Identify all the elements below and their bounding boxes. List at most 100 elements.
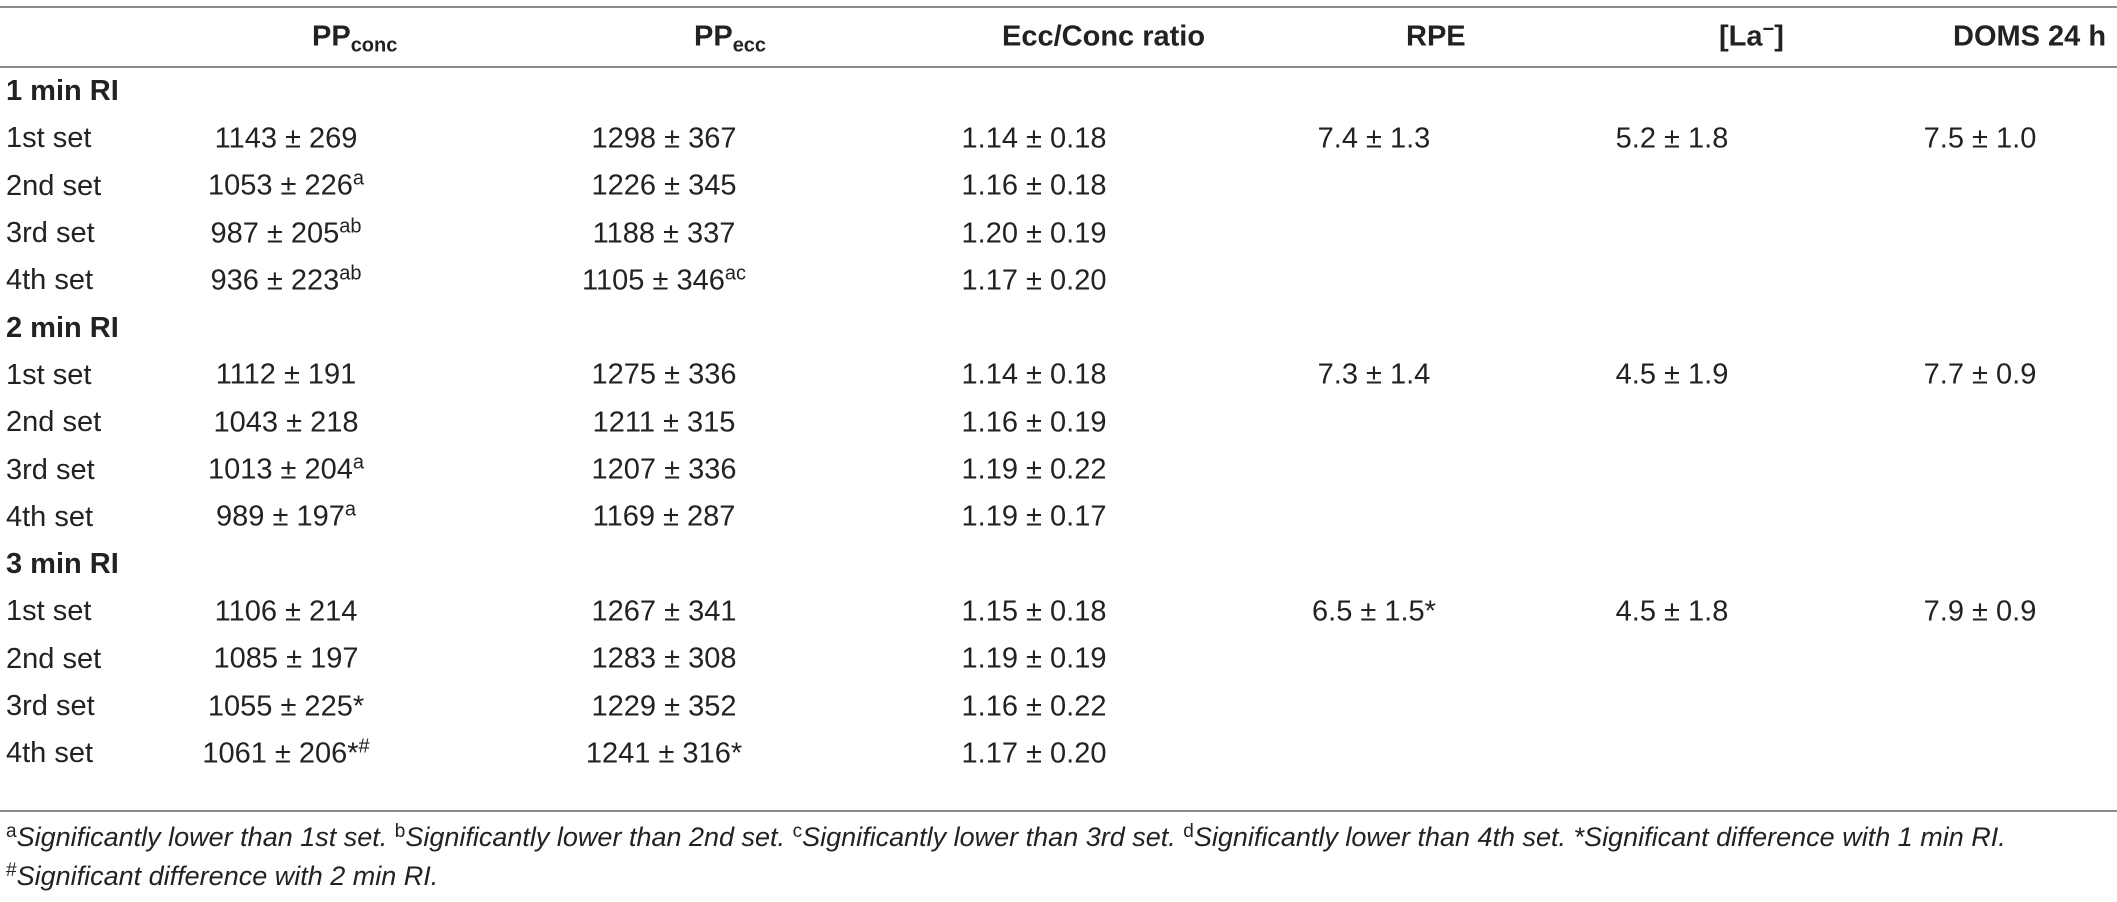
cell-lactate xyxy=(1623,683,1946,730)
set-label: 3rd set xyxy=(6,217,95,250)
cell-pp-conc: 1112 ± 191 xyxy=(215,358,357,391)
cell-pp-conc: 989 ± 197a xyxy=(216,498,356,533)
cell-rpe: 6.5 ± 1.5* xyxy=(1312,595,1436,628)
cell-rpe xyxy=(1301,446,1623,493)
cell-lactate: 5.2 ± 1.8 xyxy=(1615,122,1729,155)
cell-rpe: 7.3 ± 1.4 xyxy=(1317,358,1431,391)
cell-pp-conc: 1061 ± 206*# xyxy=(202,735,370,770)
cell-doms xyxy=(1946,399,2117,446)
cell-pp-ecc: 1226 ± 345 xyxy=(591,169,737,202)
cell-pp-conc: 1085 ± 197 xyxy=(213,642,359,675)
set-label: 2nd set xyxy=(6,169,102,202)
cell-rpe xyxy=(1301,636,1623,683)
table-row: 1st set 1143 ± 269 1298 ± 367 1.14 ± 0.18 7.… xyxy=(0,115,2117,162)
cell-rpe: 7.4 ± 1.3 xyxy=(1317,122,1431,155)
cell-doms: 7.5 ± 1.0 xyxy=(1923,122,2037,155)
footnote-line-1: aSignificantly lower than 1st set. bSign… xyxy=(6,821,2006,852)
table-row: 4th set 936 ± 223ab 1105 ± 346ac 1.17 ± 0.2… xyxy=(0,257,2117,304)
cell-pp-conc: 1053 ± 226a xyxy=(207,167,365,202)
group-header-row: 1 min RI xyxy=(0,68,2117,115)
data-table: 1 min RI 1st set 1143 ± 269 1298 ± 367 1.14 … xyxy=(0,68,2117,777)
cell-pp-ecc: 1267 ± 341 xyxy=(591,595,737,628)
cell-doms xyxy=(1946,163,2117,210)
cell-ratio: 1.16 ± 0.19 xyxy=(961,406,1107,439)
cell-rpe xyxy=(1301,730,1623,777)
cell-doms xyxy=(1946,210,2117,257)
table-row: 4th set 989 ± 197a 1169 ± 287 1.19 ± 0.17 xyxy=(0,494,2117,541)
header-ratio: Ecc/Conc ratio xyxy=(1002,20,1206,52)
group-label: 1 min RI xyxy=(6,75,119,108)
cell-doms xyxy=(1946,636,2117,683)
footnote-line-2: #Significant difference with 2 min RI. xyxy=(6,860,439,891)
cell-rpe xyxy=(1301,163,1623,210)
table-header: PPconc PPecc Ecc/Conc ratio RPE [La−] DO… xyxy=(0,8,2117,65)
cell-pp-conc: 1013 ± 204a xyxy=(207,451,365,486)
cell-pp-ecc: 1298 ± 367 xyxy=(591,122,737,155)
cell-ratio: 1.17 ± 0.20 xyxy=(961,737,1107,770)
cell-lactate xyxy=(1623,399,1946,446)
set-label: 1st set xyxy=(6,358,92,391)
cell-ratio: 1.19 ± 0.17 xyxy=(961,500,1107,533)
group-label: 3 min RI xyxy=(6,548,119,581)
cell-doms xyxy=(1946,494,2117,541)
set-label: 1st set xyxy=(6,122,92,155)
cell-ratio: 1.19 ± 0.19 xyxy=(961,642,1107,675)
cell-pp-conc: 987 ± 205ab xyxy=(210,215,362,250)
cell-rpe xyxy=(1301,210,1623,257)
cell-ratio: 1.17 ± 0.20 xyxy=(961,264,1107,297)
header-pp-ecc: PPecc xyxy=(694,20,767,56)
set-label: 4th set xyxy=(6,264,94,297)
cell-ratio: 1.20 ± 0.19 xyxy=(961,217,1107,250)
table-row: 3rd set 1013 ± 204a 1207 ± 336 1.19 ± 0.22 xyxy=(0,446,2117,493)
cell-pp-ecc: 1211 ± 315 xyxy=(592,406,736,439)
cell-ratio: 1.15 ± 0.18 xyxy=(961,595,1107,628)
cell-doms: 7.7 ± 0.9 xyxy=(1923,358,2037,391)
table-row: 3rd set 987 ± 205ab 1188 ± 337 1.20 ± 0.19 xyxy=(0,210,2117,257)
cell-rpe xyxy=(1301,494,1623,541)
cell-doms xyxy=(1946,446,2117,493)
header-empty xyxy=(0,8,166,65)
cell-pp-ecc: 1241 ± 316* xyxy=(585,737,743,770)
cell-lactate xyxy=(1623,446,1946,493)
cell-doms xyxy=(1946,257,2117,304)
set-label: 3rd set xyxy=(6,453,95,486)
header-doms: DOMS 24 h xyxy=(1953,20,2107,52)
cell-doms: 7.9 ± 0.9 xyxy=(1923,595,2037,628)
cell-pp-ecc: 1283 ± 308 xyxy=(591,642,737,675)
cell-lactate xyxy=(1623,210,1946,257)
cell-lactate xyxy=(1623,730,1946,777)
cell-ratio: 1.19 ± 0.22 xyxy=(961,453,1107,486)
group-label: 2 min RI xyxy=(6,311,119,344)
table-row: 4th set 1061 ± 206*# 1241 ± 316* 1.17 ± 0.2… xyxy=(0,730,2117,777)
cell-rpe xyxy=(1301,683,1623,730)
set-label: 1st set xyxy=(6,595,92,628)
table-bottom-rule xyxy=(0,810,2117,812)
cell-lactate xyxy=(1623,257,1946,304)
cell-pp-ecc: 1188 ± 337 xyxy=(592,217,736,250)
cell-pp-conc: 1055 ± 225* xyxy=(207,690,365,722)
set-label: 4th set xyxy=(6,500,94,533)
cell-pp-conc: 936 ± 223ab xyxy=(210,262,362,297)
header-rpe: RPE xyxy=(1406,20,1466,52)
cell-pp-ecc: 1207 ± 336 xyxy=(591,453,737,486)
cell-pp-ecc: 1105 ± 346ac xyxy=(582,262,746,297)
cell-pp-ecc: 1169 ± 287 xyxy=(592,500,736,533)
cell-doms xyxy=(1946,730,2117,777)
table-row: 2nd set 1053 ± 226a 1226 ± 345 1.16 ± 0.18 xyxy=(0,163,2117,210)
cell-ratio: 1.16 ± 0.18 xyxy=(961,169,1107,202)
table-top-rule xyxy=(0,6,2117,8)
cell-lactate xyxy=(1623,636,1946,683)
cell-lactate xyxy=(1623,494,1946,541)
table-row: 3rd set 1055 ± 225* 1229 ± 352 1.16 ± 0.22 xyxy=(0,683,2117,730)
group-header-row: 3 min RI xyxy=(0,541,2117,588)
table-row: 1st set 1112 ± 191 1275 ± 336 1.14 ± 0.18 7.… xyxy=(0,352,2117,399)
cell-ratio: 1.14 ± 0.18 xyxy=(961,122,1107,155)
cell-pp-conc: 1106 ± 214 xyxy=(214,595,358,628)
table-row: 2nd set 1043 ± 218 1211 ± 315 1.16 ± 0.19 xyxy=(0,399,2117,446)
footnotes: aSignificantly lower than 1st set. bSign… xyxy=(6,818,2106,896)
cell-doms xyxy=(1946,683,2117,730)
cell-pp-conc: 1043 ± 218 xyxy=(213,406,359,439)
set-label: 2nd set xyxy=(6,642,102,675)
cell-ratio: 1.16 ± 0.22 xyxy=(961,690,1107,722)
